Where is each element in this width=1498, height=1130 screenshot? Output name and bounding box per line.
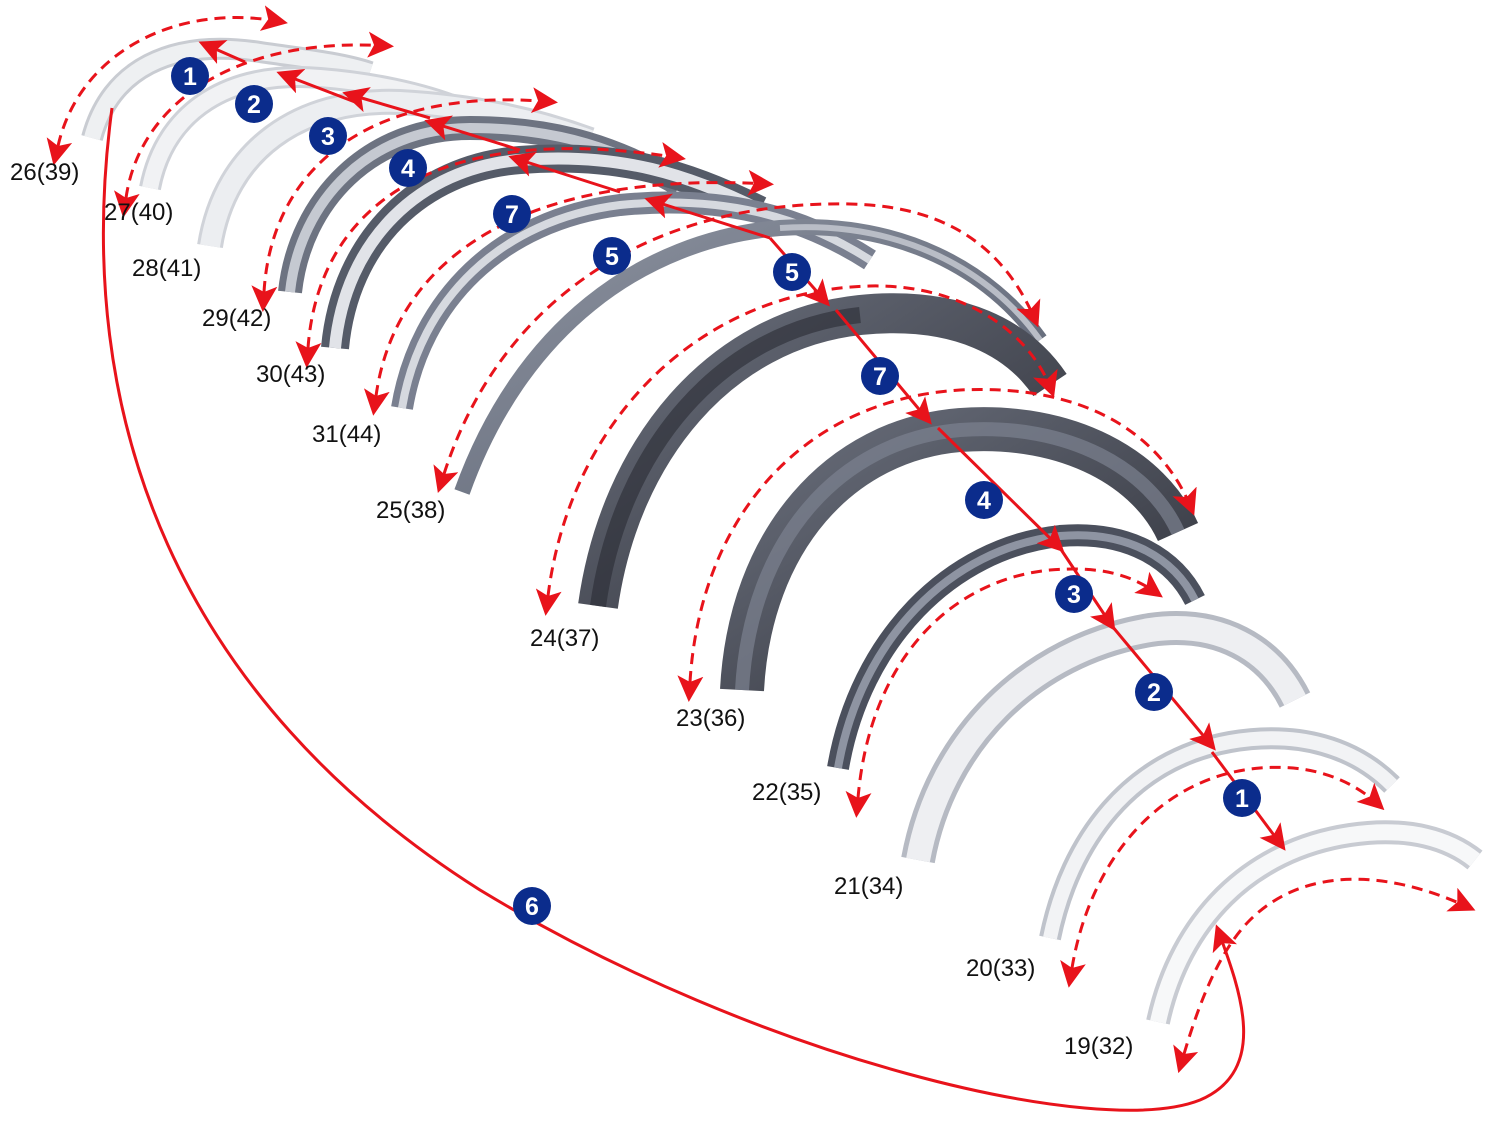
step-badge-6: 6 — [513, 887, 551, 925]
dashed-arrow-25 — [433, 202, 1041, 494]
step-badge-3-upper: 3 — [309, 117, 347, 155]
dashed-flip-arrows — [46, 5, 1476, 1074]
part-label-19: 19(32) — [1064, 1033, 1133, 1060]
part-label-31: 31(44) — [312, 421, 381, 448]
step-badge-4-upper: 4 — [389, 149, 427, 187]
dashed-arrow-30 — [295, 142, 686, 368]
svg-text:3: 3 — [1067, 581, 1081, 609]
part-label-20: 20(33) — [966, 955, 1035, 982]
step-badge-1-lower: 1 — [1223, 779, 1261, 817]
step-badge-7-upper: 7 — [493, 195, 531, 233]
solid-arrow-7a — [508, 151, 621, 194]
svg-text:6: 6 — [525, 893, 539, 921]
svg-text:2: 2 — [247, 91, 261, 119]
svg-text:7: 7 — [873, 363, 887, 391]
step-badge-2-lower: 2 — [1135, 673, 1173, 711]
solid-arrow-1a — [198, 40, 246, 64]
svg-text:1: 1 — [183, 63, 197, 91]
dashed-arrow-22 — [845, 567, 1163, 818]
arch-part-22 — [827, 524, 1205, 770]
dashed-arrow-23 — [677, 387, 1197, 702]
solid-arrow-5a — [644, 193, 771, 240]
step-badge-1-upper: 1 — [171, 57, 209, 95]
part-label-25: 25(38) — [376, 497, 445, 524]
part-label-27: 27(40) — [104, 199, 173, 226]
part-label-26: 26(39) — [10, 159, 79, 186]
step-badge-3-lower: 3 — [1055, 575, 1093, 613]
step-badges: 1 2 3 4 7 5 5 7 4 3 2 1 6 — [171, 57, 1261, 925]
svg-text:7: 7 — [505, 201, 519, 229]
dashed-arrow-24 — [535, 284, 1058, 616]
arch-parts — [81, 37, 1483, 1025]
dashed-arrow-29 — [251, 87, 558, 312]
step-badge-2-upper: 2 — [235, 85, 273, 123]
solid-arrow-4a — [424, 115, 521, 152]
step-badge-4-lower: 4 — [965, 481, 1003, 519]
solid-arrow-4b — [936, 426, 1065, 553]
part-label-29: 29(42) — [202, 305, 271, 332]
svg-text:3: 3 — [321, 123, 335, 151]
part-label-30: 30(43) — [256, 361, 325, 388]
solid-arrow-6-loop — [101, 107, 1245, 1112]
svg-text:4: 4 — [977, 487, 991, 515]
dashed-arrow-19 — [1173, 877, 1476, 1074]
part-label-28: 28(41) — [132, 255, 201, 282]
part-label-23: 23(36) — [676, 705, 745, 732]
part-labels: 26(39) 27(40) 28(41) 29(42) 30(43) 31(44… — [10, 159, 1133, 1060]
svg-text:1: 1 — [1235, 785, 1249, 813]
solid-arrow-3a — [342, 87, 431, 120]
part-label-21: 21(34) — [834, 873, 903, 900]
part-label-22: 22(35) — [752, 779, 821, 806]
step-badge-5-upper: 5 — [593, 237, 631, 275]
step-badge-7-lower: 7 — [861, 357, 899, 395]
dashed-arrow-31 — [363, 169, 774, 416]
svg-text:2: 2 — [1147, 679, 1161, 707]
dashed-arrow-26 — [46, 5, 288, 166]
svg-text:5: 5 — [605, 243, 619, 271]
part-label-24: 24(37) — [530, 625, 599, 652]
svg-text:4: 4 — [401, 155, 415, 183]
step-badge-5-lower: 5 — [773, 253, 811, 291]
dashed-arrow-20 — [1060, 765, 1385, 988]
svg-text:5: 5 — [785, 259, 799, 287]
